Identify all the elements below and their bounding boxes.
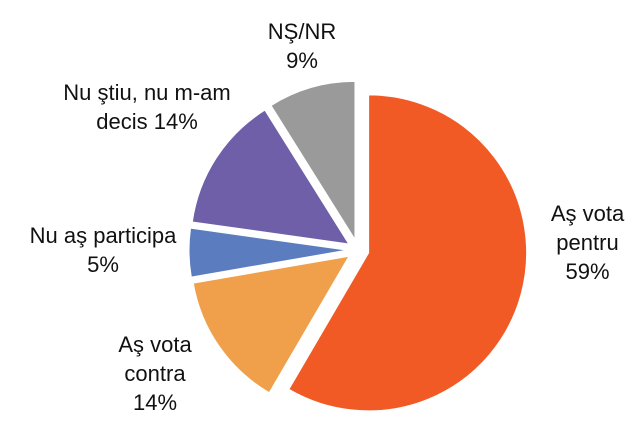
category-label: Aş vota contra <box>118 332 192 386</box>
category-label: NŞ/NR <box>267 19 337 44</box>
pie-slice <box>188 227 348 278</box>
value-label: 14% <box>132 390 178 415</box>
value-label: 14% <box>153 109 198 134</box>
pie-slice <box>288 94 528 412</box>
slice-label: Nu ştiu, nu m-am decis 14% <box>62 78 232 136</box>
pie-slice <box>191 109 350 245</box>
value-label: 59% <box>565 259 610 284</box>
slice-label: Aş vota pentru 59% <box>540 199 635 286</box>
slice-label: Nu aş participa 5% <box>28 221 178 279</box>
category-label: Nu aş participa <box>29 223 177 248</box>
category-label: Aş vota pentru <box>550 201 625 255</box>
category-label: Nu ştiu, nu m-am decis <box>63 80 231 134</box>
slice-label: NŞ/NR 9% <box>262 17 342 75</box>
value-label: 5% <box>87 252 119 277</box>
value-label: 9% <box>286 48 318 73</box>
pie-slice <box>192 255 350 394</box>
slice-label: Aş vota contra 14% <box>100 330 210 417</box>
pie-slice <box>270 80 356 242</box>
